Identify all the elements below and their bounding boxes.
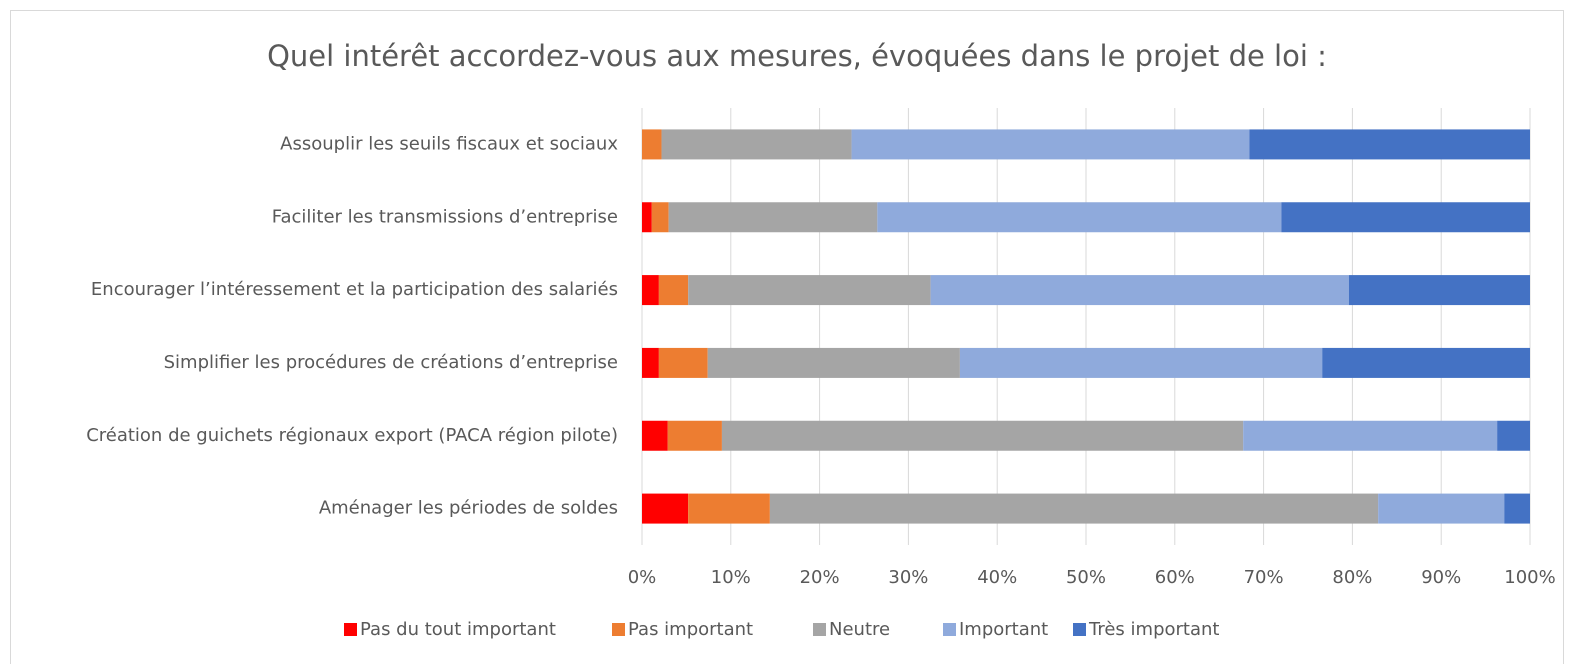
x-tick-label: 30% xyxy=(888,567,928,588)
legend-label: Pas important xyxy=(628,619,753,640)
bar-segment xyxy=(877,202,1282,233)
bar-segment xyxy=(1348,275,1530,306)
bar-segment xyxy=(668,202,878,233)
bar-segment xyxy=(721,420,1244,451)
bar-segment xyxy=(930,275,1349,306)
x-tick-label: 10% xyxy=(711,567,751,588)
x-tick-label: 90% xyxy=(1421,567,1461,588)
bar-segment xyxy=(1243,420,1498,451)
bar-segment xyxy=(851,129,1250,160)
x-tick-label: 80% xyxy=(1332,567,1372,588)
bar-segment xyxy=(658,347,708,378)
x-tick-label: 50% xyxy=(1066,567,1106,588)
bar-segment xyxy=(1249,129,1530,160)
y-tick-label: Assouplir les seuils fiscaux et sociaux xyxy=(280,133,618,154)
y-tick-label: Encourager l’intéressement et la partici… xyxy=(91,279,618,300)
legend-swatch xyxy=(813,623,826,636)
legend-label: Pas du tout important xyxy=(360,619,556,640)
chart-title: Quel intérêt accordez-vous aux mesures, … xyxy=(267,39,1327,73)
y-tick-label: Aménager les périodes de soldes xyxy=(319,498,618,519)
legend-label: Important xyxy=(959,619,1048,640)
bar-segment xyxy=(1497,420,1530,451)
legend-swatch xyxy=(943,623,956,636)
bar-segment xyxy=(688,493,770,524)
legend-swatch xyxy=(612,623,625,636)
legend-swatch xyxy=(344,623,357,636)
bar-segment xyxy=(651,202,669,233)
chart-border xyxy=(10,10,1564,664)
bar-segment xyxy=(1504,493,1530,524)
bar-segment xyxy=(661,129,852,160)
bar-segment xyxy=(658,275,689,306)
legend-swatch xyxy=(1073,623,1086,636)
bar-segment xyxy=(642,347,659,378)
bar-segment xyxy=(642,202,652,233)
bar-segment xyxy=(642,129,662,160)
legend-label: Neutre xyxy=(829,619,890,640)
bar-segment xyxy=(707,347,960,378)
bar-segment xyxy=(642,493,689,524)
bar-segment xyxy=(688,275,931,306)
bar-segment xyxy=(1378,493,1505,524)
x-tick-label: 70% xyxy=(1244,567,1284,588)
y-tick-label: Simplifier les procédures de créations d… xyxy=(164,352,618,373)
x-tick-label: 0% xyxy=(628,567,657,588)
bar-segment xyxy=(1281,202,1530,233)
bar-segment xyxy=(667,420,722,451)
x-tick-label: 60% xyxy=(1155,567,1195,588)
x-tick-label: 20% xyxy=(800,567,840,588)
bar-segment xyxy=(642,275,659,306)
x-tick-label: 40% xyxy=(977,567,1017,588)
legend-label: Très important xyxy=(1088,619,1219,640)
bar-segment xyxy=(959,347,1323,378)
bar-segment xyxy=(642,420,668,451)
bar-segment xyxy=(769,493,1379,524)
y-tick-label: Faciliter les transmissions d’entreprise xyxy=(272,206,618,227)
bar-segment xyxy=(1322,347,1530,378)
y-tick-label: Création de guichets régionaux export (P… xyxy=(86,425,618,446)
x-tick-label: 100% xyxy=(1504,567,1555,588)
